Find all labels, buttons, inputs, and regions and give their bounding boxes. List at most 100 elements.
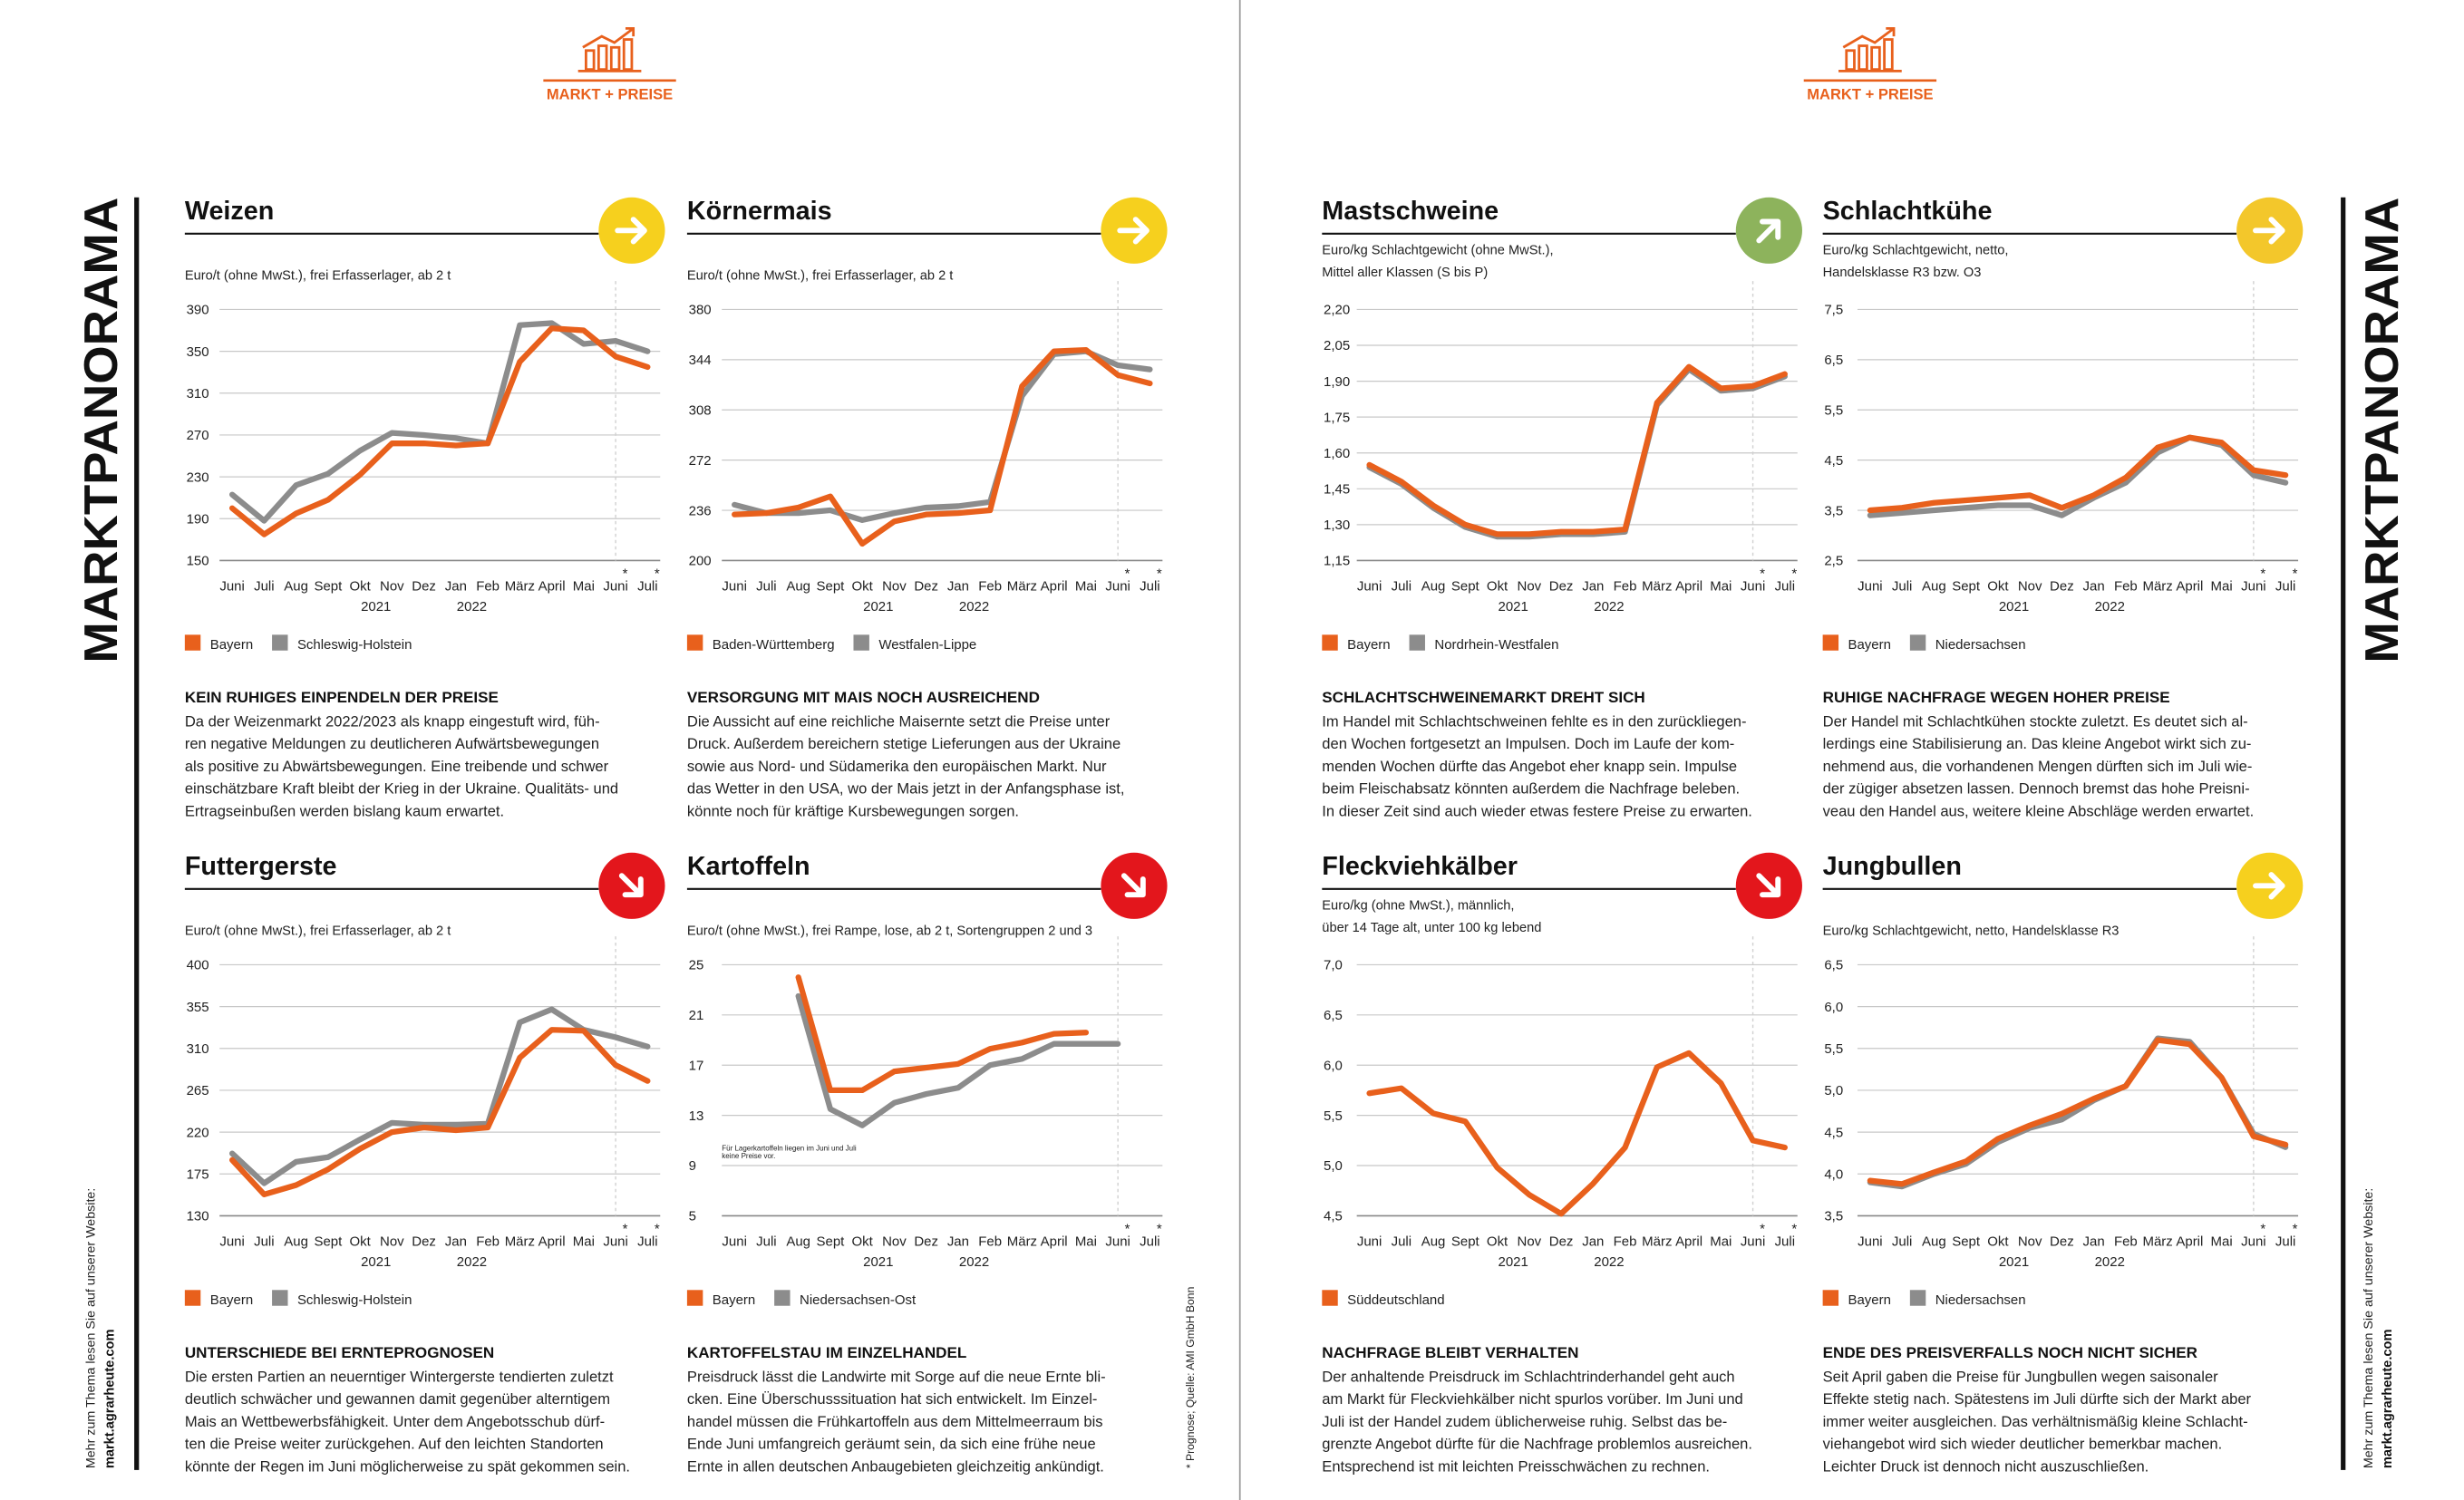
- chart-panel: Futtergerste Euro/t (ohne MwSt.), frei Er…: [184, 852, 665, 1475]
- x-tick-label: Okt: [1487, 1234, 1508, 1250]
- legend-swatch: [774, 1290, 791, 1306]
- y-tick-label: 400: [187, 958, 209, 973]
- x-tick-label: Juni: [1741, 579, 1765, 595]
- body-line: könnte noch für kräftige Kursbewegungen …: [687, 802, 1019, 819]
- y-tick-label: 4,5: [1824, 1125, 1843, 1140]
- y-tick-label: 344: [689, 353, 712, 368]
- x-tick-label: Jan: [947, 579, 969, 595]
- x-tick-label: Dez: [1549, 1234, 1574, 1250]
- data-line: [228, 325, 651, 537]
- body-line: Leichter Druck ist dennoch nicht auszusc…: [1823, 1457, 2149, 1475]
- body-line: Die Aussicht auf eine reichliche Maisern…: [687, 712, 1111, 730]
- x-tick-label: April: [1041, 579, 1068, 595]
- chart-panel: Kartoffeln Euro/t (ohne MwSt.), frei Ramp…: [686, 852, 1168, 1475]
- y-tick-label: 5,5: [1824, 402, 1843, 418]
- y-tick-label: 4,5: [1824, 453, 1843, 469]
- data-line: [732, 346, 1153, 547]
- y-tick-label: 355: [187, 1000, 209, 1015]
- y-tick-label: 1,15: [1324, 554, 1350, 569]
- x-tick-label: Aug: [284, 579, 308, 595]
- x-tick-label: Nov: [380, 1234, 404, 1250]
- text-heading: SCHLACHTSCHWEINEMARKT DREHT SICH: [1322, 689, 1644, 706]
- chart-subtitle: Euro/t (ohne MwSt.), frei Erfasserlager,…: [687, 268, 953, 283]
- body-line: deutlich schwächer und gewannen damit ge…: [185, 1390, 610, 1408]
- x-tick-label: Feb: [1614, 579, 1637, 595]
- y-tick-label: 6,0: [1324, 1058, 1343, 1073]
- x-tick-label: April: [1675, 1234, 1702, 1250]
- x-tick-label: Jan: [947, 1234, 969, 1250]
- body-line: ren negative Meldungen zu deutlicheren A…: [185, 735, 599, 752]
- x-tick-label: Dez: [914, 1234, 938, 1250]
- legend-swatch: [686, 634, 703, 651]
- y-tick-label: 308: [689, 402, 712, 418]
- x-tick-label: Juli: [1140, 1234, 1159, 1250]
- y-tick-label: 5,5: [1824, 1041, 1843, 1057]
- x-tick-label: Jan: [445, 1234, 467, 1250]
- chart-subtitle: Mittel aller Klassen (S bis P): [1322, 266, 1488, 280]
- data-line: [1867, 434, 2289, 514]
- forecast-mark: *: [2260, 1222, 2265, 1237]
- chart-panel: Jungbullen Euro/kg Schlachtgewicht, netto…: [1822, 852, 2304, 1475]
- body-line: am Markt für Fleckviehkälber nicht spurl…: [1322, 1390, 1742, 1408]
- forecast-mark: *: [2293, 1222, 2298, 1237]
- year-label: 2021: [863, 1254, 893, 1270]
- y-tick-label: 25: [689, 958, 704, 973]
- x-tick-label: Nov: [380, 579, 404, 595]
- x-tick-label: Jan: [2083, 1234, 2105, 1250]
- x-tick-label: März: [1007, 1234, 1037, 1250]
- y-tick-label: 4,0: [1824, 1166, 1843, 1182]
- body-line: Effekte stetig nach. Spätestens im Juli …: [1823, 1390, 2252, 1408]
- chart-title: Körnermais: [687, 197, 832, 226]
- legend-label: Bayern: [1848, 1292, 1891, 1308]
- x-tick-label: März: [1007, 579, 1037, 595]
- header-label: MARKT + PREISE: [547, 86, 673, 103]
- forecast-mark: *: [1791, 1222, 1797, 1237]
- y-tick-label: 190: [187, 512, 209, 527]
- y-tick-label: 380: [689, 303, 712, 318]
- x-tick-label: Feb: [476, 1234, 500, 1250]
- y-tick-label: 2,20: [1324, 303, 1350, 318]
- website: markt.agrarheute.com: [2381, 1330, 2395, 1469]
- body-line: grenzte Angebot dürfte für die Nachfrage…: [1322, 1436, 1752, 1453]
- x-tick-label: Juni: [722, 579, 746, 595]
- x-tick-label: März: [505, 1234, 535, 1250]
- chart-subtitle: Euro/kg Schlachtgewicht, netto, Handelsk…: [1823, 924, 2120, 938]
- chart-title: Kartoffeln: [687, 852, 810, 881]
- chart-title: Fleckviehkälber: [1322, 852, 1518, 881]
- x-tick-label: Mai: [573, 1234, 595, 1250]
- x-tick-label: Aug: [1421, 1234, 1446, 1250]
- x-tick-label: März: [505, 579, 535, 595]
- y-tick-label: 7,5: [1824, 303, 1843, 318]
- legend-label: Niedersachsen: [1935, 1292, 2026, 1308]
- year-label: 2021: [1999, 599, 2029, 615]
- year-label: 2022: [2095, 1254, 2125, 1270]
- y-tick-label: 5: [689, 1209, 696, 1224]
- chart-title: Mastschweine: [1322, 197, 1499, 226]
- chart-title: Schlachtkühe: [1823, 197, 1993, 226]
- legend-swatch: [686, 1290, 703, 1306]
- x-tick-label: Mai: [1075, 1234, 1097, 1250]
- body-line: menden Wochen dürfte das Angebot eher kn…: [1322, 758, 1737, 775]
- side-title: MARKTPANORAMA: [75, 198, 128, 663]
- body-line: In dieser Zeit sind auch wieder etwas fe…: [1322, 802, 1752, 819]
- y-tick-label: 6,5: [1324, 1008, 1343, 1023]
- year-label: 2021: [361, 599, 391, 615]
- chart-subtitle: Euro/kg Schlachtgewicht, netto,: [1823, 243, 2009, 257]
- y-tick-label: 236: [689, 503, 712, 518]
- legend-swatch: [184, 634, 201, 651]
- x-tick-label: Juli: [1892, 579, 1912, 595]
- annotation: keine Preise vor.: [722, 1152, 775, 1160]
- y-tick-label: 1,75: [1324, 410, 1350, 425]
- chart-panel: Mastschweine Euro/kg Schlachtgewicht (ohn…: [1322, 197, 1802, 819]
- year-label: 2022: [959, 1254, 989, 1270]
- x-tick-label: Aug: [786, 579, 810, 595]
- body-line: immer weiter ausgleichen. Das verhältnis…: [1823, 1413, 2248, 1430]
- side-title: MARKTPANORAMA: [2356, 198, 2409, 663]
- x-tick-label: Okt: [1987, 579, 2009, 595]
- data-line: [795, 974, 1090, 1094]
- text-heading: ENDE DES PREISVERFALLS NOCH NICHT SICHER: [1823, 1344, 2197, 1361]
- legend-swatch: [1322, 1290, 1338, 1306]
- x-tick-label: Juli: [1775, 579, 1795, 595]
- forecast-mark: *: [2293, 566, 2298, 582]
- body-line: Juli ist der Handel zudem üblicherweise …: [1322, 1413, 1727, 1430]
